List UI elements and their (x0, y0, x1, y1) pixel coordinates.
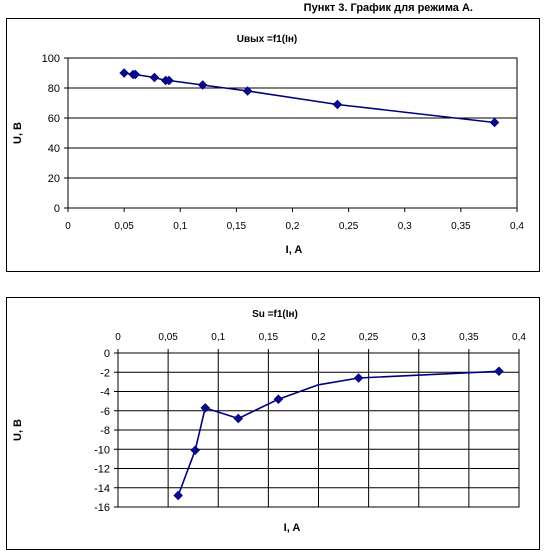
plot-area-frame (117, 352, 520, 508)
y-tick-label: 0 (104, 348, 110, 360)
y-tick-label: 60 (48, 113, 60, 125)
y-tick-label: -16 (94, 502, 110, 514)
x-tick-label: 0,15 (227, 221, 247, 232)
y-tick-label: 0 (54, 203, 60, 215)
x-tick-label: 0,1 (211, 332, 225, 343)
x-tick-label: 0,2 (286, 221, 300, 232)
x-axis-label: I, A (286, 244, 303, 256)
chart-panel-voltage: Uвых =f1(Iн) I, A U, В 0 20 40 60 80 100 0 0,05 0,1… (6, 18, 540, 272)
chart-title: Su =f1(Iн) (252, 309, 298, 320)
chart-stability-svg: Su =f1(Iн)I, AU, В-16-14-12-10-8-6-4-200… (12, 309, 526, 534)
x-tick-label: 0,05 (158, 332, 178, 343)
y-tick-label: -2 (100, 367, 110, 379)
y-tick-label: 20 (48, 173, 60, 185)
chart-voltage-svg: Uвых =f1(Iн) I, A U, В 0 20 40 60 80 100 0 0,05 0,1… (12, 34, 524, 256)
series-line (123, 72, 495, 124)
data-point-marker (130, 69, 141, 80)
x-axis-label: I, A (284, 522, 301, 534)
data-point-marker (494, 366, 504, 377)
x-tick-label: 0,3 (398, 221, 412, 232)
data-point-marker (149, 72, 160, 83)
data-point-marker (489, 117, 500, 128)
x-tick-label: 0,4 (510, 221, 524, 232)
y-tick-label: 80 (48, 83, 60, 95)
data-point-marker (119, 68, 129, 78)
chart-stability-panel: Su =f1(Iн) I, A U, В -16 -14 -12 -10 -8 -6 -4 -2 0 0… (6, 297, 540, 550)
x-tick-label: 0,25 (359, 332, 379, 343)
x-tick-label: 0,35 (459, 332, 479, 343)
data-point-marker (164, 75, 174, 86)
data-point-marker (200, 403, 210, 413)
x-tick-label: 0,15 (259, 332, 279, 343)
data-point-marker (332, 99, 343, 110)
y-tick-label: -12 (94, 464, 110, 476)
x-tick-label: 0,35 (451, 221, 471, 232)
y-axis-label: U, В (12, 122, 24, 144)
y-tick-label: -14 (94, 483, 110, 495)
x-tick-label: 0 (115, 332, 121, 343)
data-point-marker (273, 394, 284, 404)
data-point-marker (353, 373, 364, 383)
y-axis-label: U, В (12, 419, 24, 441)
data-point-marker (242, 86, 253, 96)
chart-title: Uвых =f1(Iн) (237, 34, 297, 45)
x-tick-label: 0,2 (312, 332, 326, 343)
y-tick-label: -8 (100, 425, 110, 437)
data-point-marker (233, 413, 244, 424)
series-line (177, 370, 499, 496)
x-tick-label: 0,3 (412, 332, 426, 343)
y-tick-label: 40 (48, 143, 60, 155)
y-tick-label: 100 (42, 53, 60, 65)
data-point-marker (190, 445, 200, 455)
x-tick-label: 0,05 (114, 221, 134, 232)
x-tick-label: 0 (65, 221, 71, 232)
y-tick-label: -6 (100, 406, 110, 418)
data-point-marker (197, 80, 208, 90)
x-tick-label: 0,4 (512, 332, 526, 343)
x-tick-label: 0,1 (173, 221, 187, 232)
page-title: Пункт 3. График для режима А. (303, 2, 473, 14)
y-tick-label: -10 (94, 444, 110, 456)
x-tick-label: 0,25 (339, 221, 359, 232)
y-tick-label: -4 (100, 387, 110, 399)
data-point-marker (173, 490, 183, 501)
plot-area-frame (67, 57, 518, 209)
